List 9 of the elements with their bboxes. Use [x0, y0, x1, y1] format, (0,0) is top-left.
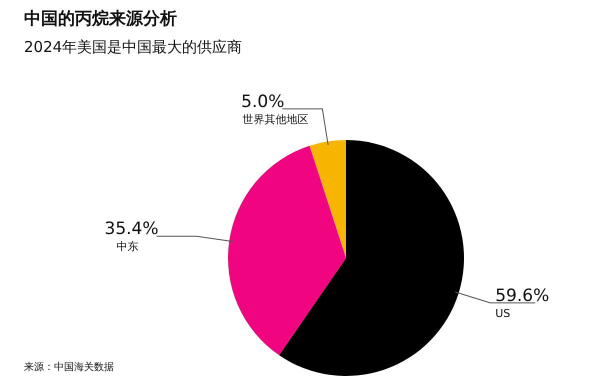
- slice-label: 世界其他地区: [242, 112, 308, 126]
- slice-label: 中东: [116, 240, 139, 254]
- slice-label: US: [495, 306, 510, 320]
- data-label: 5.0%: [241, 92, 284, 112]
- chart-subtitle: 2024年美国是中国最大的供应商: [24, 38, 242, 56]
- source-note: 来源：中国海关数据: [24, 361, 114, 373]
- data-label: 35.4%: [104, 219, 159, 240]
- data-label: 59.6%: [495, 286, 550, 306]
- chart-title: 中国的丙烷来源分析: [24, 9, 177, 29]
